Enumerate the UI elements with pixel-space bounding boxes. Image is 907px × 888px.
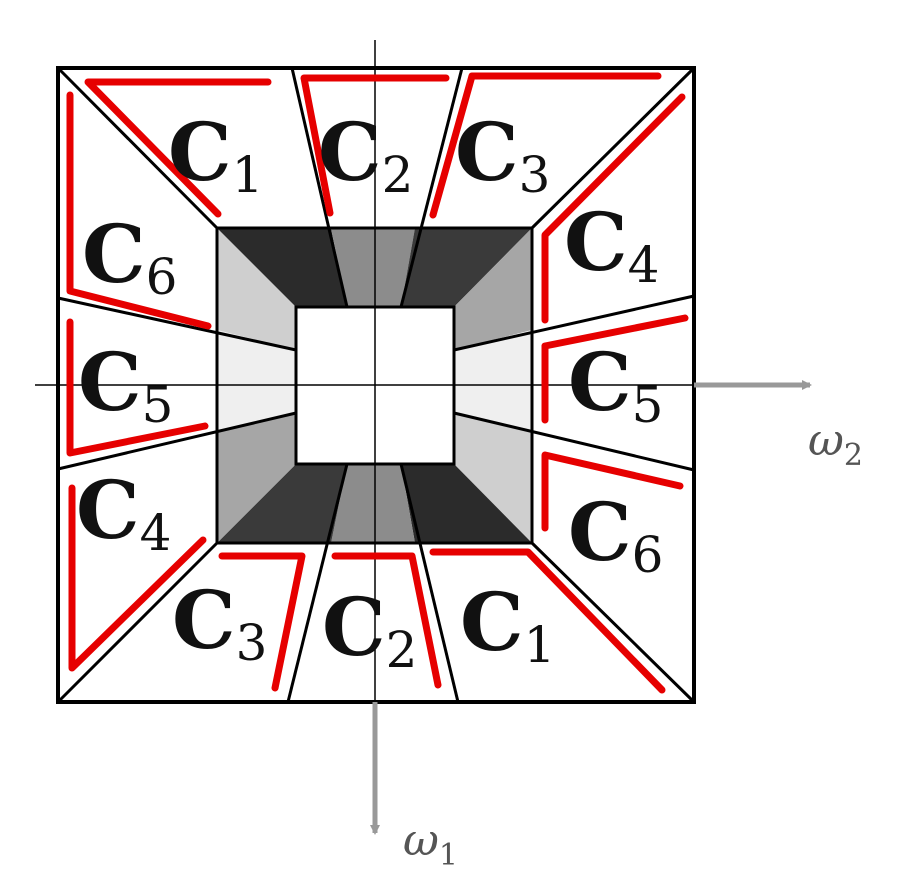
red-marker-top-c3: [429, 72, 662, 219]
right-middle-light: [454, 330, 532, 430]
label-left-c6: C6: [82, 207, 177, 306]
axis-arrows: [370, 380, 812, 835]
red-marker-top-c2: [300, 74, 450, 217]
label-left-c4: C4: [76, 463, 171, 562]
label-bottom-c3: C3: [172, 573, 267, 672]
left-line-b: [57, 411, 297, 471]
label-left-c5: C5: [78, 335, 173, 434]
diag-bottom-left: [56, 541, 219, 704]
label-right-c5: C5: [568, 335, 663, 434]
right-line-a: [453, 294, 695, 352]
label-right-c4: C4: [564, 195, 659, 294]
region-labels: C1 C2 C3 C4 C5 C6 C1 C2 C3 C4 C5 C6: [76, 105, 663, 679]
red-marker-top-c4: [541, 93, 686, 324]
red-marker-left-c5: [66, 318, 209, 457]
right-line-b: [453, 411, 695, 472]
top-left-light-wedge: [217, 228, 296, 350]
bottom-line-a: [286, 463, 349, 703]
red-marker-left-c6: [66, 91, 212, 330]
red-marker-left-c4: [68, 484, 207, 672]
omega1-label: ω1: [403, 815, 458, 873]
red-marker-bottom-c2: [331, 552, 442, 689]
bottom-line-b: [399, 463, 460, 703]
label-bottom-c1: C1: [460, 575, 555, 674]
red-markers: [66, 72, 689, 694]
label-top-c2: C2: [318, 105, 413, 204]
top-dark-trapezoid: [217, 228, 347, 307]
top-line-a: [290, 67, 349, 308]
label-right-c6: C6: [568, 485, 663, 584]
red-marker-right-c5: [541, 314, 689, 424]
red-marker-right-c6: [541, 451, 684, 532]
label-bottom-c2: C2: [322, 580, 417, 679]
label-top-c1: C1: [168, 105, 263, 204]
diag-top-right: [530, 66, 696, 230]
top-mid-trapezoid: [331, 228, 415, 307]
center-axes: [35, 40, 694, 702]
left-lower-gray: [217, 413, 296, 543]
diag-top-left: [56, 66, 219, 230]
bottom-left-dark-trapezoid: [217, 464, 347, 543]
bottom-right-dark-trapezoid: [401, 464, 532, 543]
red-marker-bottom-c3: [218, 552, 306, 692]
label-top-c3: C3: [455, 105, 550, 204]
right-upper-gray: [454, 228, 532, 350]
top-right-dark-trapezoid: [401, 228, 532, 307]
red-marker-bottom-c1: [429, 548, 666, 694]
diag-bottom-right: [530, 541, 696, 704]
red-marker-top-c1: [84, 78, 272, 218]
top-line-b: [399, 67, 464, 308]
left-line-a: [57, 296, 297, 352]
left-middle-light: [217, 330, 296, 430]
omega2-label: ω2: [808, 415, 863, 473]
bottom-mid-trapezoid: [331, 464, 415, 543]
right-lower-gray: [454, 413, 532, 543]
